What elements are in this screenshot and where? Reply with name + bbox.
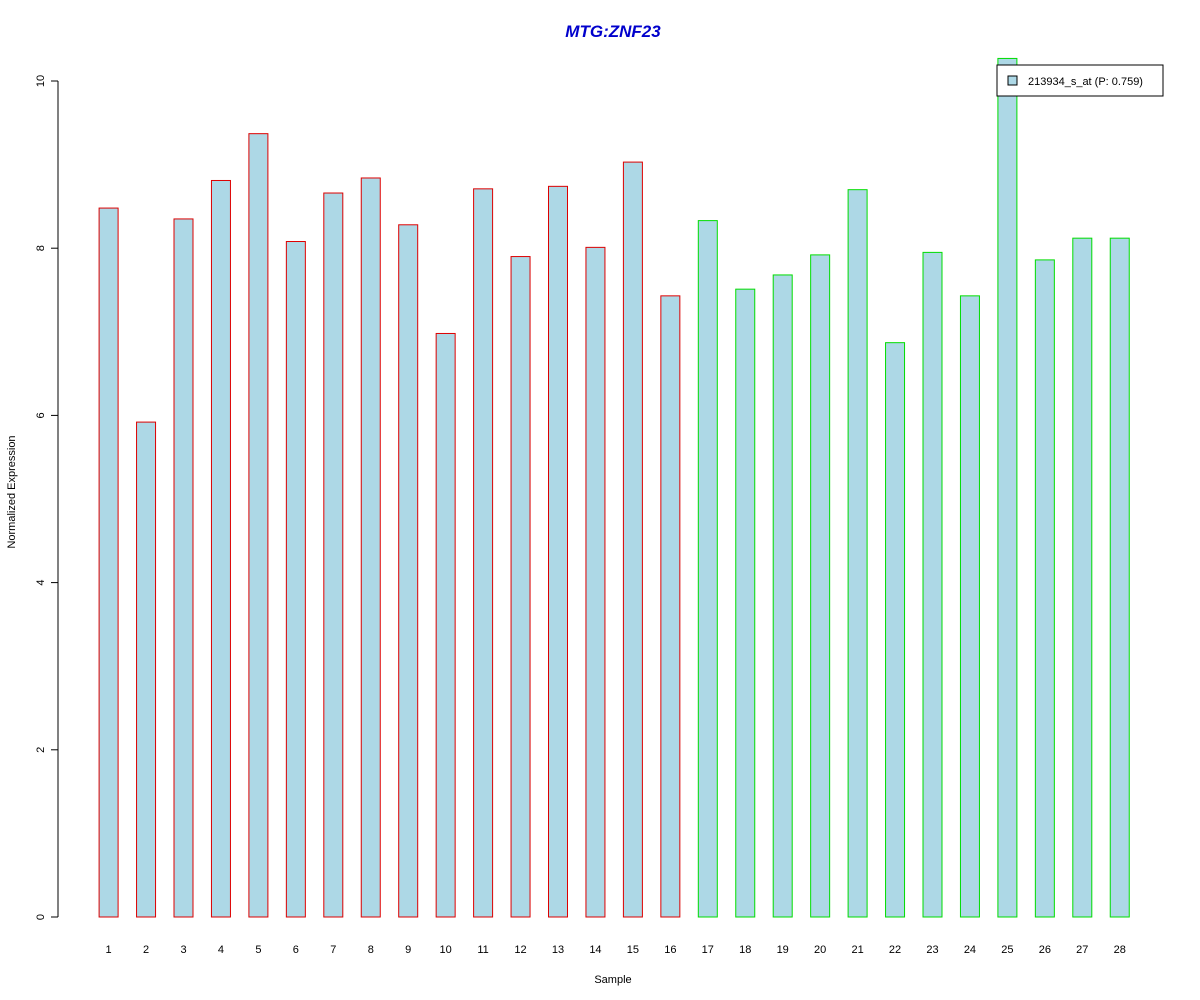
x-tick-label: 28 — [1114, 944, 1126, 956]
x-tick-label: 14 — [589, 944, 601, 956]
bars-group — [98, 57, 1130, 918]
bar — [136, 421, 157, 918]
y-axis: 0 2 4 6 8 10 — [35, 75, 59, 920]
bar — [922, 251, 943, 918]
bar — [1072, 237, 1093, 918]
x-tick-label: 15 — [627, 944, 639, 956]
bar — [997, 57, 1018, 918]
bar — [1034, 259, 1055, 918]
x-tick-label: 19 — [777, 944, 789, 956]
y-tick-label: 10 — [35, 75, 47, 87]
bar — [885, 342, 906, 918]
x-tick-label: 26 — [1039, 944, 1051, 956]
x-tick-label: 20 — [814, 944, 826, 956]
y-tick-label: 0 — [35, 914, 47, 920]
x-tick-label: 8 — [368, 944, 374, 956]
chart-title: MTG:ZNF23 — [565, 22, 661, 41]
bar — [959, 295, 980, 918]
bar — [360, 177, 381, 918]
x-tick-label: 27 — [1076, 944, 1088, 956]
x-tick-label: 23 — [926, 944, 938, 956]
bar — [1109, 237, 1130, 918]
x-tick-label: 17 — [702, 944, 714, 956]
y-axis-label: Normalized Expression — [6, 435, 18, 548]
bar — [510, 256, 531, 918]
x-tick-label: 5 — [255, 944, 261, 956]
bar — [398, 224, 419, 918]
y-tick-label: 4 — [35, 580, 47, 586]
x-tick-label: 9 — [405, 944, 411, 956]
x-axis-label: Sample — [594, 974, 631, 986]
bar — [622, 161, 643, 918]
x-tick-label: 16 — [664, 944, 676, 956]
bar — [248, 133, 269, 918]
y-tick-label: 2 — [35, 747, 47, 753]
bar — [435, 332, 456, 918]
legend-swatch — [1007, 75, 1018, 86]
bar — [810, 254, 831, 918]
x-tick-label: 18 — [739, 944, 751, 956]
bar — [585, 246, 606, 918]
x-tick-label: 12 — [514, 944, 526, 956]
x-tick-label: 6 — [293, 944, 299, 956]
x-tick-label: 13 — [552, 944, 564, 956]
x-tick-label: 7 — [330, 944, 336, 956]
bar — [173, 218, 194, 918]
y-tick-label: 8 — [35, 245, 47, 251]
x-tick-label: 21 — [851, 944, 863, 956]
bar — [210, 179, 231, 918]
y-tick-label: 6 — [35, 412, 47, 418]
x-tick-label: 11 — [477, 944, 488, 956]
bar — [772, 274, 793, 918]
x-tick-label: 24 — [964, 944, 976, 956]
bar — [285, 241, 306, 918]
x-tick-label: 22 — [889, 944, 901, 956]
bar — [697, 220, 718, 918]
x-tick-label: 3 — [180, 944, 186, 956]
bar — [98, 207, 119, 918]
legend: 213934_s_at (P: 0.759) — [996, 64, 1164, 97]
x-tick-label: 1 — [106, 944, 112, 956]
bar — [323, 192, 344, 918]
x-tick-label: 4 — [218, 944, 224, 956]
legend-box — [996, 64, 1164, 97]
bar — [473, 188, 494, 918]
bar — [847, 189, 868, 918]
bar — [735, 288, 756, 918]
x-tick-labels: 1 2 3 4 5 6 7 8 9 10 11 12 13 14 15 16 17 18 19 20 21 22 23 24 2… — [106, 944, 1126, 956]
legend-label: 213934_s_at (P: 0.759) — [1028, 76, 1143, 88]
x-tick-label: 10 — [440, 944, 452, 956]
x-tick-label: 2 — [143, 944, 149, 956]
bar — [660, 295, 681, 918]
x-tick-label: 25 — [1001, 944, 1013, 956]
bar — [548, 185, 568, 918]
